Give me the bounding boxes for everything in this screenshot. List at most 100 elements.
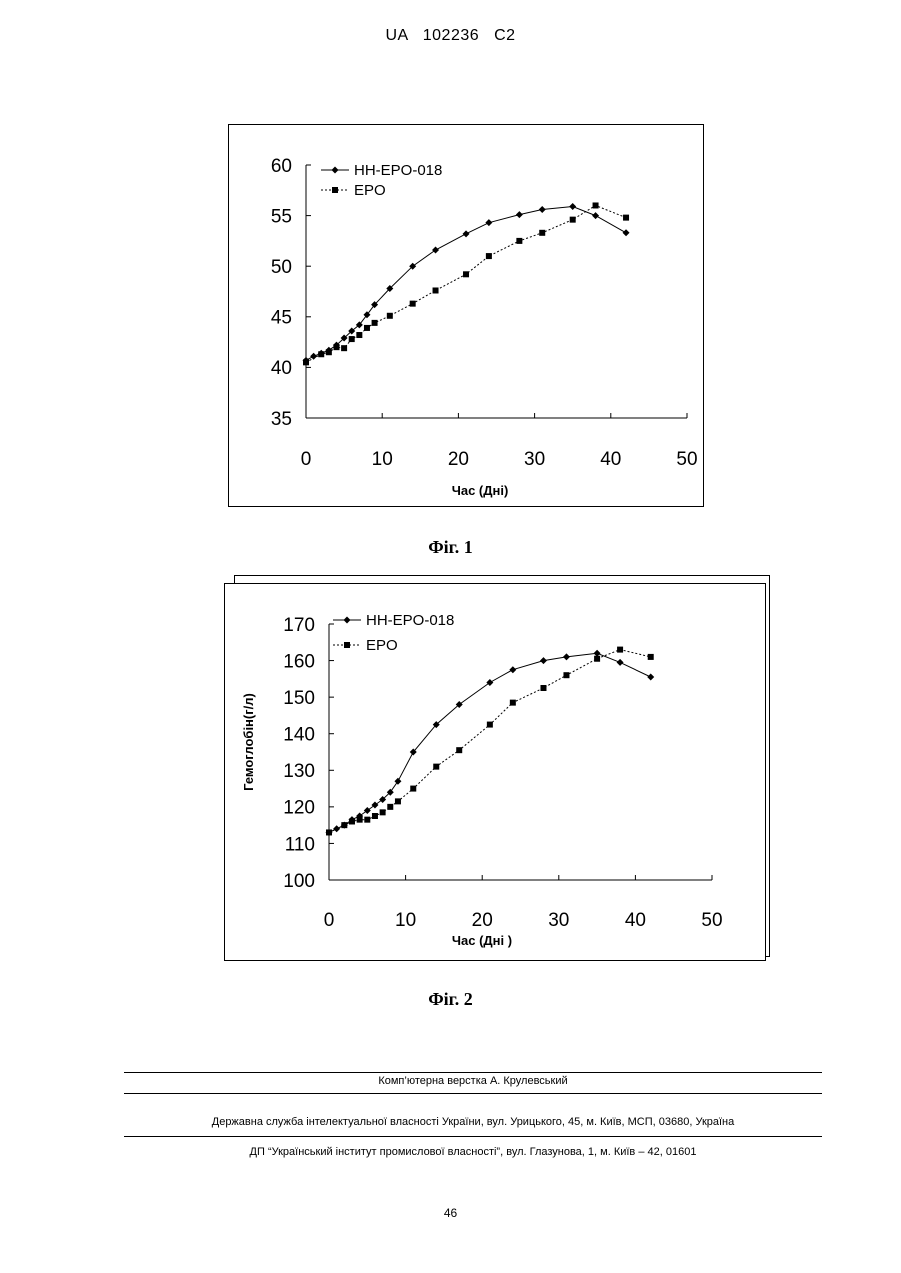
data-point-square: [623, 215, 629, 221]
document-header: UA 102236 C2: [0, 27, 901, 45]
data-point-square: [563, 672, 569, 678]
y-tick-label: 100: [283, 871, 315, 892]
data-point-diamond: [463, 230, 470, 237]
data-point-square: [516, 238, 522, 244]
data-point-square: [326, 829, 332, 835]
figure-1-caption: Фіг. 1: [0, 537, 901, 558]
y-axis-label: Гемоглобін(г/л): [241, 693, 256, 791]
data-point-square: [387, 313, 393, 319]
x-tick-label: 10: [395, 910, 416, 931]
y-tick-label: 140: [283, 725, 315, 746]
data-point-square: [333, 344, 339, 350]
legend-label: HH-EPO-018: [354, 162, 442, 179]
data-point-diamond: [371, 802, 378, 809]
data-point-diamond: [394, 778, 401, 785]
data-point-square: [617, 647, 623, 653]
footer-divider-1: [124, 1072, 822, 1073]
page-number: 46: [0, 1206, 901, 1220]
y-tick-label: 50: [271, 257, 292, 278]
data-point-square: [372, 320, 378, 326]
data-point-square: [303, 359, 309, 365]
data-point-diamond: [485, 219, 492, 226]
legend-label: EPO: [354, 182, 386, 199]
data-point-square: [395, 798, 401, 804]
data-point-square: [433, 287, 439, 293]
data-point-diamond: [594, 650, 601, 657]
y-tick-label: 130: [283, 761, 315, 782]
footer-office: Державна служба інтелектуальної власност…: [124, 1116, 822, 1128]
data-point-square: [487, 722, 493, 728]
y-tick-label: 45: [271, 308, 292, 329]
data-point-square: [364, 325, 370, 331]
x-tick-label: 40: [625, 910, 646, 931]
data-point-square: [387, 804, 393, 810]
data-point-diamond: [539, 206, 546, 213]
legend-label: HH-EPO-018: [366, 612, 454, 629]
footer-typesetter: Комп’ютерна верстка А. Крулевський: [124, 1075, 822, 1087]
x-axis-label: Час (Дні ): [452, 933, 512, 948]
legend-marker-diamond: [344, 617, 351, 624]
data-point-square: [326, 349, 332, 355]
data-point-square: [433, 764, 439, 770]
data-point-square: [539, 230, 545, 236]
x-tick-label: 20: [472, 910, 493, 931]
data-point-square: [349, 336, 355, 342]
data-point-square: [372, 813, 378, 819]
y-tick-label: 170: [283, 615, 315, 636]
data-point-square: [357, 817, 363, 823]
y-tick-label: 35: [271, 409, 292, 430]
x-tick-label: 20: [448, 449, 469, 470]
data-point-square: [570, 217, 576, 223]
legend-marker-diamond: [332, 167, 339, 174]
data-point-square: [510, 700, 516, 706]
data-point-square: [540, 685, 546, 691]
data-point-square: [594, 656, 600, 662]
x-tick-label: 40: [600, 449, 621, 470]
y-tick-label: 60: [271, 156, 292, 177]
y-tick-label: 40: [271, 358, 292, 379]
chart-hemoglobin: 01020304050100110120130140150160170Час (…: [225, 584, 765, 960]
x-tick-label: 50: [676, 449, 697, 470]
data-point-diamond: [647, 674, 654, 681]
y-tick-label: 150: [283, 688, 315, 709]
x-tick-label: 0: [301, 449, 312, 470]
data-point-square: [341, 822, 347, 828]
data-point-square: [486, 253, 492, 259]
legend-marker-square: [332, 187, 338, 193]
data-point-diamond: [486, 679, 493, 686]
legend-marker-square: [344, 642, 350, 648]
figure-1-frame: 01020304050354045505560Час (Дні)Гематокр…: [228, 124, 704, 507]
x-tick-label: 30: [524, 449, 545, 470]
y-tick-label: 120: [283, 798, 315, 819]
x-axis-label: Час (Дні): [452, 483, 509, 498]
x-tick-label: 10: [372, 449, 393, 470]
figure-2-caption: Фіг. 2: [0, 989, 901, 1010]
data-point-square: [410, 301, 416, 307]
data-point-diamond: [540, 657, 547, 664]
data-point-diamond: [516, 211, 523, 218]
data-point-square: [593, 202, 599, 208]
data-point-diamond: [617, 659, 624, 666]
chart-hematocrit: 01020304050354045505560Час (Дні)Гематокр…: [229, 125, 703, 506]
data-point-diamond: [432, 247, 439, 254]
legend-label: EPO: [366, 637, 398, 654]
y-tick-label: 55: [271, 206, 292, 227]
data-point-diamond: [569, 203, 576, 210]
x-tick-label: 0: [324, 910, 335, 931]
data-point-diamond: [364, 807, 371, 814]
y-tick-label: 160: [283, 651, 315, 672]
footer-divider-2: [124, 1093, 822, 1094]
data-point-diamond: [592, 212, 599, 219]
data-point-square: [380, 809, 386, 815]
data-point-square: [456, 747, 462, 753]
data-point-square: [364, 817, 370, 823]
footer-divider-3: [124, 1136, 822, 1137]
data-point-diamond: [509, 666, 516, 673]
x-tick-label: 50: [701, 910, 722, 931]
data-point-square: [410, 786, 416, 792]
data-point-square: [349, 818, 355, 824]
data-point-square: [341, 345, 347, 351]
figure-2-frame: 01020304050100110120130140150160170Час (…: [224, 583, 766, 961]
data-point-square: [463, 271, 469, 277]
data-point-square: [648, 654, 654, 660]
